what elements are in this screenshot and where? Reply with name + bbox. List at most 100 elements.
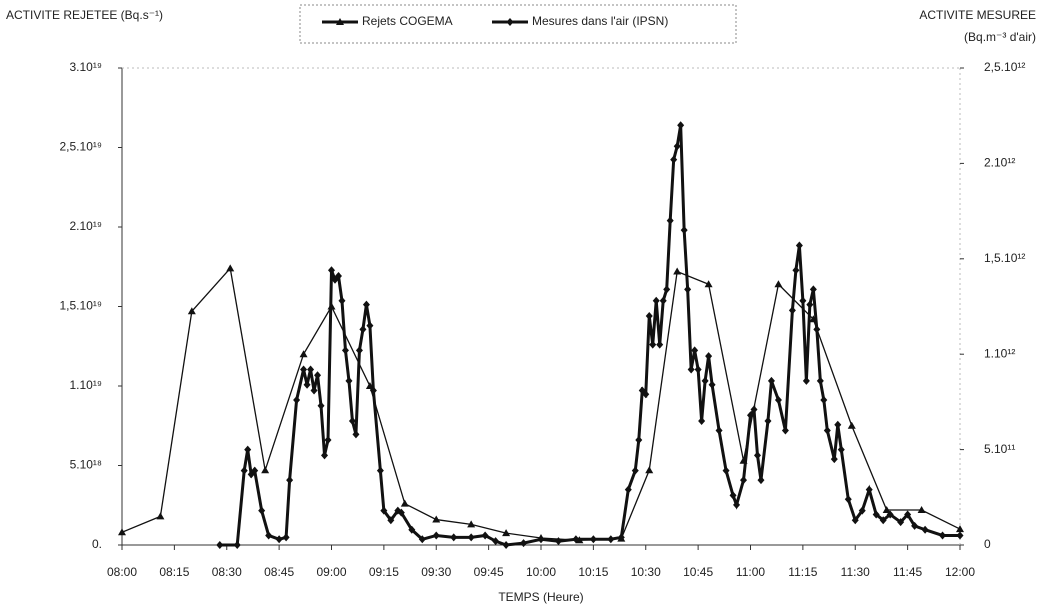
x-tick-label: 08:15 xyxy=(159,565,189,579)
point xyxy=(911,521,919,530)
point xyxy=(314,371,322,380)
point xyxy=(226,264,235,272)
point xyxy=(802,376,810,385)
y-tick-label: 2.10¹⁹ xyxy=(70,219,103,233)
point xyxy=(338,296,346,305)
x-tick-label: 11:15 xyxy=(788,565,817,579)
point xyxy=(792,266,800,275)
point xyxy=(299,350,308,358)
y2-tick-label: 0 xyxy=(984,537,991,551)
point xyxy=(921,525,929,534)
point xyxy=(450,533,458,542)
x-axis-label: TEMPS (Heure) xyxy=(498,590,583,604)
x-tick-label: 08:30 xyxy=(212,565,242,579)
point xyxy=(917,506,926,514)
point xyxy=(897,518,905,527)
point xyxy=(705,352,713,361)
point xyxy=(467,520,476,528)
legend-box xyxy=(299,4,737,44)
point xyxy=(879,516,887,525)
legend-label: Mesures dans l'air (IPSN) xyxy=(532,14,668,28)
point xyxy=(788,306,796,315)
point xyxy=(858,506,866,515)
point xyxy=(520,539,528,548)
point xyxy=(774,280,783,288)
point xyxy=(376,466,384,475)
legend-marker xyxy=(336,18,344,25)
y2-tick-label: 2,5.10¹² xyxy=(984,60,1025,74)
point xyxy=(673,142,681,151)
point xyxy=(341,346,349,355)
x-tick-label: 10:30 xyxy=(631,565,661,579)
point xyxy=(355,346,363,355)
point xyxy=(747,411,754,420)
point xyxy=(774,395,782,404)
point xyxy=(240,466,248,475)
point xyxy=(492,537,500,546)
y2-tick-label: 2.10¹² xyxy=(984,156,1015,170)
point xyxy=(631,466,639,475)
y-tick-label: 2,5.10¹⁹ xyxy=(60,140,103,154)
point xyxy=(764,416,772,425)
series-line xyxy=(219,124,960,547)
point xyxy=(820,395,828,404)
point xyxy=(656,340,664,349)
point xyxy=(467,533,475,542)
point xyxy=(687,365,695,374)
point xyxy=(589,535,597,544)
legend-marker xyxy=(506,18,514,26)
point xyxy=(956,531,964,540)
x-tick-label: 09:30 xyxy=(421,565,451,579)
series-line xyxy=(121,266,961,541)
x-tick-label: 11:00 xyxy=(736,565,765,579)
point xyxy=(670,155,678,164)
x-tick-label: 11:30 xyxy=(841,565,870,579)
point xyxy=(642,390,650,399)
point xyxy=(882,506,891,514)
y2-axis-label: ACTIVITE MESUREE xyxy=(919,8,1036,22)
x-tick-label: 09:15 xyxy=(369,565,399,579)
point xyxy=(757,476,765,485)
point xyxy=(830,455,838,464)
point xyxy=(729,491,737,500)
point xyxy=(698,416,706,425)
point xyxy=(362,300,370,309)
x-tick-label: 10:15 xyxy=(578,565,608,579)
point xyxy=(481,531,489,540)
point xyxy=(321,451,329,460)
point xyxy=(432,531,440,540)
point xyxy=(813,325,821,334)
y-tick-label: 1.10¹⁹ xyxy=(70,378,103,392)
y2-tick-label: 1,5.10¹² xyxy=(984,251,1025,265)
point xyxy=(659,296,667,305)
point xyxy=(837,445,845,454)
point xyxy=(366,321,374,330)
point xyxy=(673,267,682,275)
point xyxy=(432,515,441,523)
point xyxy=(872,510,880,519)
point xyxy=(607,535,615,544)
point xyxy=(502,529,511,537)
point xyxy=(809,285,817,294)
point xyxy=(715,426,723,435)
point xyxy=(663,285,671,294)
point xyxy=(265,531,273,540)
point xyxy=(397,508,405,517)
point xyxy=(307,365,315,374)
point xyxy=(722,466,730,475)
point xyxy=(677,121,685,130)
point xyxy=(617,533,625,542)
point xyxy=(408,525,416,534)
x-tick-label: 11:45 xyxy=(893,565,922,579)
y2-tick-label: 5.10¹¹ xyxy=(984,442,1015,456)
point xyxy=(694,365,702,374)
point xyxy=(904,510,912,519)
point xyxy=(652,296,660,305)
point xyxy=(701,376,709,385)
point xyxy=(816,376,824,385)
x-tick-label: 12:00 xyxy=(945,565,975,579)
point xyxy=(851,516,859,525)
point xyxy=(348,416,356,425)
